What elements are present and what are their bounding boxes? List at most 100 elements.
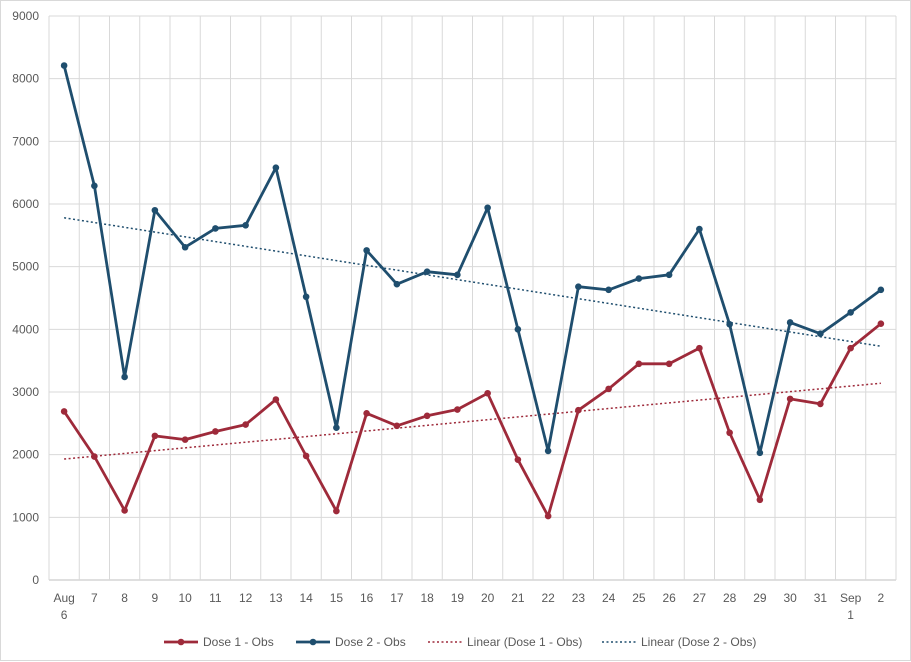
data-point [393,280,401,288]
data-point [817,330,824,338]
data-point [817,400,824,408]
data-point [514,326,522,333]
x-tick-label: 12 [239,591,253,605]
legend-item-1: Dose 1 - Obs [164,635,274,649]
x-tick-label: 20 [481,591,495,605]
y-tick-label: 5000 [12,260,39,274]
x-tick-label: 19 [451,591,465,605]
x-tick-label: 27 [693,591,707,605]
legend-label: Dose 1 - Obs [203,635,274,649]
data-point [181,243,189,251]
x-tick-label: 28 [723,591,737,605]
x-tick-label: 23 [572,591,586,605]
data-point [242,421,249,428]
x-tick-label: 26 [662,591,676,605]
x-tick-label: 16 [360,591,374,605]
x-tick-label: 10 [178,591,192,605]
y-tick-label: 0 [32,573,39,587]
legend-item-3: Linear (Dose 1 - Obs) [428,635,582,649]
legend-item-4: Linear (Dose 2 - Obs) [602,635,756,649]
x-tick-label: 30 [783,591,797,605]
x-tick-label: Sep [840,591,862,605]
x-tick-label: 22 [541,591,555,605]
data-point [121,373,128,381]
x-tick-label: 8 [121,591,128,605]
x-tick-label-sub: 6 [61,608,68,622]
gridlines [48,15,897,581]
data-point [272,164,280,171]
x-tick-label: 29 [753,591,767,605]
data-point [302,293,310,301]
y-tick-label: 3000 [12,385,39,399]
data-point [393,422,401,430]
data-point [665,271,673,279]
data-point [91,182,98,190]
y-tick-label: 4000 [12,322,39,336]
x-tick-label: 24 [602,591,616,605]
y-tick-label: 2000 [12,448,39,462]
data-point [423,268,431,275]
data-point [575,283,582,291]
data-point [786,395,794,403]
data-point [605,286,612,294]
y-tick-label: 6000 [12,197,39,211]
data-point [333,507,340,515]
x-tick-label: 13 [269,591,283,605]
legend-label: Linear (Dose 1 - Obs) [467,635,582,649]
legend-swatch-marker [177,638,185,646]
data-point [665,360,673,368]
data-point [786,319,794,326]
trendline-2 [64,217,881,347]
data-point [454,406,461,413]
data-point [484,389,491,397]
data-point [877,320,885,327]
x-tick-label: 31 [814,591,828,605]
data-point [877,286,885,294]
series-lines [60,62,885,520]
y-tick-label: 9000 [12,9,39,23]
series-line-1 [62,322,882,518]
legend-label: Dose 2 - Obs [335,635,406,649]
data-point [60,408,68,415]
x-tick-label: 25 [632,591,646,605]
x-tick-label: 9 [152,591,159,605]
legend-label: Linear (Dose 2 - Obs) [641,635,756,649]
x-tick-label: 14 [299,591,313,605]
data-point [514,456,522,463]
legend-swatch-marker [309,638,317,646]
x-tick-label-sub: 1 [847,608,854,622]
data-point [151,432,159,440]
data-point [302,452,310,460]
data-point [847,344,854,352]
x-tick-label: 15 [330,591,344,605]
data-point [484,204,491,212]
y-tick-label: 7000 [12,134,39,148]
axes: 0 1000 2000 3000 4000 5000 6000 7000 8000 9000 Aug… [12,9,884,622]
data-point [423,412,431,420]
x-tick-label: 17 [390,591,404,605]
data-point [756,449,764,457]
legend: Dose 1 - Obs Dose 2 - Obs Linear (Dose 1 -… [164,635,756,649]
y-tick-label: 1000 [12,510,39,524]
data-point [605,385,612,393]
data-point [363,247,370,254]
data-point [544,512,552,520]
x-tick-label: Aug [53,591,74,605]
series-line-2 [62,65,882,455]
data-point [212,428,219,435]
data-point [121,507,128,514]
data-point [151,206,159,214]
data-point [696,344,703,352]
x-tick-label: 7 [91,591,98,605]
data-point [60,62,68,69]
data-point [212,225,219,232]
x-tick-label: 21 [511,591,525,605]
x-tick-label: 2 [878,591,885,605]
data-point [847,309,854,316]
data-point [726,321,733,328]
data-point [91,453,98,460]
trendlines [64,217,881,460]
data-point [181,436,189,443]
